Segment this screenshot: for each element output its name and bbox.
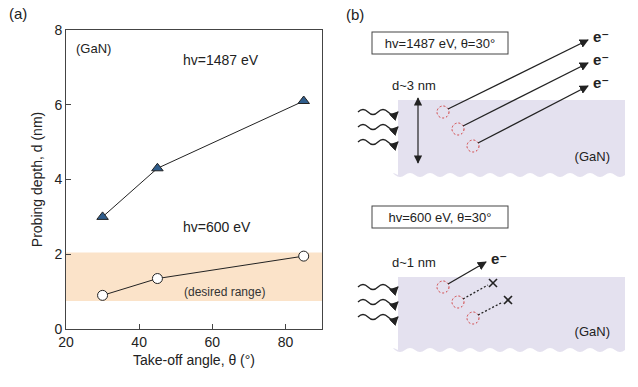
svg-text:(GaN): (GaN) bbox=[575, 324, 610, 339]
svg-text:hv=1487 eV, θ=30°: hv=1487 eV, θ=30° bbox=[385, 36, 495, 51]
svg-text:(desired range): (desired range) bbox=[184, 285, 265, 299]
svg-text:Probing depth, d (nm): Probing depth, d (nm) bbox=[29, 112, 45, 247]
svg-text:80: 80 bbox=[278, 334, 294, 350]
svg-text:6: 6 bbox=[54, 97, 62, 113]
svg-text:hv=1487 eV: hv=1487 eV bbox=[183, 52, 259, 68]
svg-text:e⁻: e⁻ bbox=[491, 250, 507, 267]
svg-text:20: 20 bbox=[58, 334, 74, 350]
svg-text:e⁻: e⁻ bbox=[593, 51, 609, 68]
svg-text:hv=600 eV, θ=30°: hv=600 eV, θ=30° bbox=[388, 210, 491, 225]
svg-text:60: 60 bbox=[205, 334, 221, 350]
svg-text:(a): (a) bbox=[9, 5, 27, 22]
svg-text:d~3 nm: d~3 nm bbox=[392, 78, 436, 93]
svg-text:0: 0 bbox=[54, 321, 62, 337]
svg-text:2: 2 bbox=[54, 246, 62, 262]
svg-text:d~1 nm: d~1 nm bbox=[392, 255, 436, 270]
svg-text:(GaN): (GaN) bbox=[575, 149, 610, 164]
svg-text:4: 4 bbox=[54, 171, 62, 187]
svg-text:e⁻: e⁻ bbox=[593, 74, 609, 91]
svg-text:Take-off angle, θ (°): Take-off angle, θ (°) bbox=[133, 352, 255, 368]
svg-text:(b): (b) bbox=[346, 6, 364, 23]
svg-text:40: 40 bbox=[131, 334, 147, 350]
svg-text:hv=600 eV: hv=600 eV bbox=[183, 219, 251, 235]
svg-text:e⁻: e⁻ bbox=[593, 28, 609, 45]
svg-text:8: 8 bbox=[54, 22, 62, 38]
svg-text:(GaN): (GaN) bbox=[76, 41, 111, 56]
